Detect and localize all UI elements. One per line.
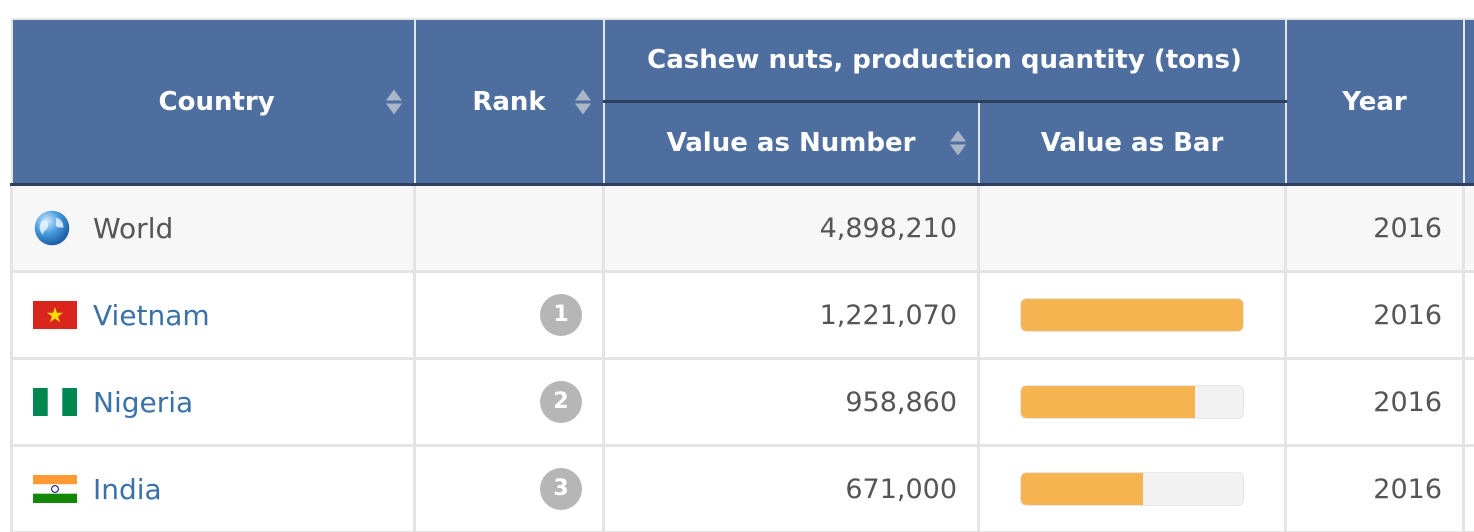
column-header-country[interactable]: Country xyxy=(10,18,416,186)
country-cell: Vietnam xyxy=(10,270,416,360)
value-bar-track xyxy=(1020,472,1244,506)
rank-cell xyxy=(413,183,605,273)
value-bar-fill xyxy=(1021,299,1243,331)
country-cell: India xyxy=(10,444,416,532)
nigeria-flag-icon xyxy=(33,388,93,416)
sort-icon[interactable] xyxy=(385,89,402,114)
bar-cell xyxy=(977,357,1287,447)
column-header-value-number-label: Value as Number xyxy=(666,128,916,158)
column-header-extra xyxy=(1462,18,1474,186)
rank-cell: 2 xyxy=(413,357,605,447)
data-table-container: Country Rank Cashew nuts, production qua… xyxy=(10,18,1474,532)
country-link[interactable]: India xyxy=(93,472,162,506)
year-cell: 2016 xyxy=(1284,444,1465,532)
extra-cell xyxy=(1462,270,1474,360)
rank-cell: 1 xyxy=(413,270,605,360)
column-group-header: Cashew nuts, production quantity (tons) xyxy=(602,18,1287,103)
country-cell: Nigeria xyxy=(10,357,416,447)
value-cell: 4,898,210 xyxy=(602,183,980,273)
rank-badge: 3 xyxy=(540,468,582,510)
value-bar-fill xyxy=(1021,386,1196,418)
extra-cell xyxy=(1462,444,1474,532)
country-name: World xyxy=(93,211,174,245)
vietnam-flag-icon xyxy=(33,301,93,329)
india-flag-icon xyxy=(33,475,93,503)
column-header-value-number[interactable]: Value as Number xyxy=(602,100,980,186)
table-row: India 3 671,000 2016 xyxy=(10,444,1474,532)
column-header-rank-label: Rank xyxy=(472,86,546,117)
rank-badge: 2 xyxy=(540,381,582,423)
year-cell: 2016 xyxy=(1284,357,1465,447)
country-link[interactable]: Nigeria xyxy=(93,385,194,419)
year-cell: 2016 xyxy=(1284,183,1465,273)
column-header-value-bar: Value as Bar xyxy=(977,100,1287,186)
table-row: World 4,898,210 2016 xyxy=(10,183,1474,273)
bar-cell xyxy=(977,444,1287,532)
column-header-rank[interactable]: Rank xyxy=(413,18,605,186)
country-link[interactable]: Vietnam xyxy=(93,298,210,332)
sort-icon[interactable] xyxy=(949,130,966,156)
bar-cell xyxy=(977,183,1287,273)
value-bar-track xyxy=(1020,298,1244,332)
value-cell: 958,860 xyxy=(602,357,980,447)
extra-cell xyxy=(1462,357,1474,447)
bar-cell xyxy=(977,270,1287,360)
column-header-country-label: Country xyxy=(158,86,275,117)
sort-icon[interactable] xyxy=(574,89,591,114)
extra-cell xyxy=(1462,183,1474,273)
globe-icon xyxy=(33,209,93,247)
value-bar-fill xyxy=(1021,473,1144,505)
table-row: Nigeria 2 958,860 2016 xyxy=(10,357,1474,447)
production-table: Country Rank Cashew nuts, production qua… xyxy=(10,18,1474,532)
year-cell: 2016 xyxy=(1284,270,1465,360)
value-bar-track xyxy=(1020,385,1244,419)
column-header-year: Year xyxy=(1284,18,1465,186)
value-cell: 1,221,070 xyxy=(602,270,980,360)
value-cell: 671,000 xyxy=(602,444,980,532)
rank-cell: 3 xyxy=(413,444,605,532)
country-cell: World xyxy=(10,183,416,273)
table-row: Vietnam 1 1,221,070 2016 xyxy=(10,270,1474,360)
rank-badge: 1 xyxy=(540,294,582,336)
